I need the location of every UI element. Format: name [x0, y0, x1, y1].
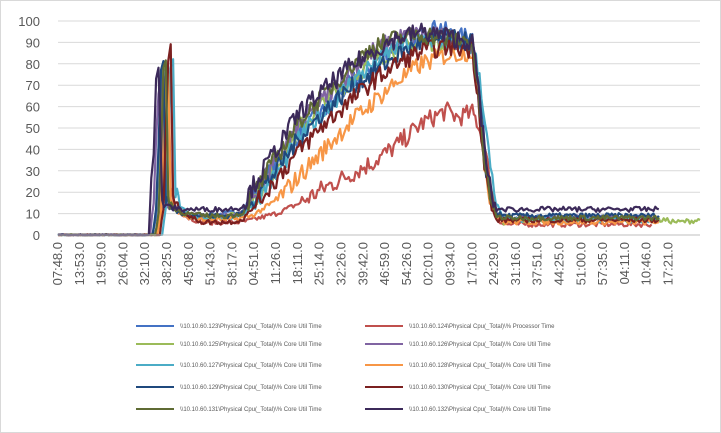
y-tick-label: 70 — [26, 78, 40, 93]
x-tick-label: 04:11.0 — [617, 242, 632, 284]
x-tick-label: 17:10.0 — [464, 242, 479, 285]
x-tick-label: 37:51.0 — [530, 242, 545, 285]
x-tick-label: 46:59.0 — [377, 242, 392, 285]
x-tick-label: 45:08.0 — [181, 242, 196, 285]
x-tick-label: 11:26.0 — [268, 242, 283, 284]
x-tick-label: 17:21.0 — [661, 242, 676, 285]
legend-entry: \\10.10.60.128\Physical Cpu(_Total)\% Co… — [409, 363, 551, 369]
x-tick-label: 25:14.0 — [312, 242, 327, 285]
x-tick-label: 24:29.0 — [486, 242, 501, 285]
legend-entry: \\10.10.60.125\Physical Cpu(_Total)\% Co… — [180, 342, 322, 348]
series-line — [58, 46, 660, 237]
x-tick-label: 31:16.0 — [508, 242, 523, 285]
x-tick-label: 07:48.0 — [50, 242, 65, 285]
x-tick-label: 38:25.0 — [159, 242, 174, 285]
x-tick-label: 04:51.0 — [246, 242, 261, 285]
x-tick-label: 51:00.0 — [573, 242, 588, 285]
x-tick-label: 32:26.0 — [333, 242, 348, 285]
y-tick-label: 0 — [33, 228, 40, 243]
x-tick-label: 58:17.0 — [224, 242, 239, 285]
y-tick-label: 50 — [26, 121, 40, 136]
y-tick-label: 90 — [26, 35, 40, 50]
x-tick-label: 44:25.0 — [551, 242, 566, 285]
y-tick-label: 40 — [26, 142, 40, 157]
x-tick-label: 57:35.0 — [595, 242, 610, 285]
x-tick-label: 13:53.0 — [72, 242, 87, 285]
series-line — [57, 26, 660, 237]
x-tick-label: 39:42.0 — [355, 242, 370, 285]
x-tick-label: 51:43.0 — [203, 242, 218, 285]
y-tick-label: 100 — [18, 14, 40, 29]
legend-entry: \\10.10.60.126\Physical Cpu(_Total)\% Co… — [409, 342, 551, 348]
x-tick-label: 26:04.0 — [115, 242, 130, 285]
legend-entry: \\10.10.60.123\Physical Cpu(_Total)\% Co… — [180, 324, 322, 330]
x-tick-label: 18:11.0 — [290, 242, 305, 284]
x-tick-label: 10:46.0 — [639, 242, 654, 285]
y-tick-label: 30 — [26, 164, 40, 179]
x-tick-label: 54:26.0 — [399, 242, 414, 285]
y-tick-label: 80 — [26, 57, 40, 72]
x-tick-label: 32:10.0 — [137, 242, 152, 285]
series-line — [57, 22, 660, 237]
legend-entry: \\10.10.60.132\Physical Cpu(_Total)\% Co… — [409, 407, 551, 413]
legend-entry: \\10.10.60.127\Physical Cpu(_Total)\% Co… — [180, 363, 322, 369]
y-tick-label: 20 — [26, 185, 40, 200]
legend-entry: \\10.10.60.131\Physical Cpu(_Total)\% Co… — [180, 407, 322, 413]
legend-entry: \\10.10.60.129\Physical Cpu(_Total)\% Co… — [180, 385, 322, 391]
x-tick-label: 19:59.0 — [94, 242, 109, 285]
legend-entry: \\10.10.60.130\Physical Cpu(_Total)\% Co… — [409, 385, 551, 391]
x-tick-label: 09:34.0 — [442, 242, 457, 285]
legend-entry: \\10.10.60.124\Physical Cpu(_Total)\% Pr… — [409, 324, 555, 330]
y-tick-label: 10 — [26, 207, 40, 222]
y-tick-label: 60 — [26, 100, 40, 115]
x-tick-label: 02:01.0 — [421, 242, 436, 285]
